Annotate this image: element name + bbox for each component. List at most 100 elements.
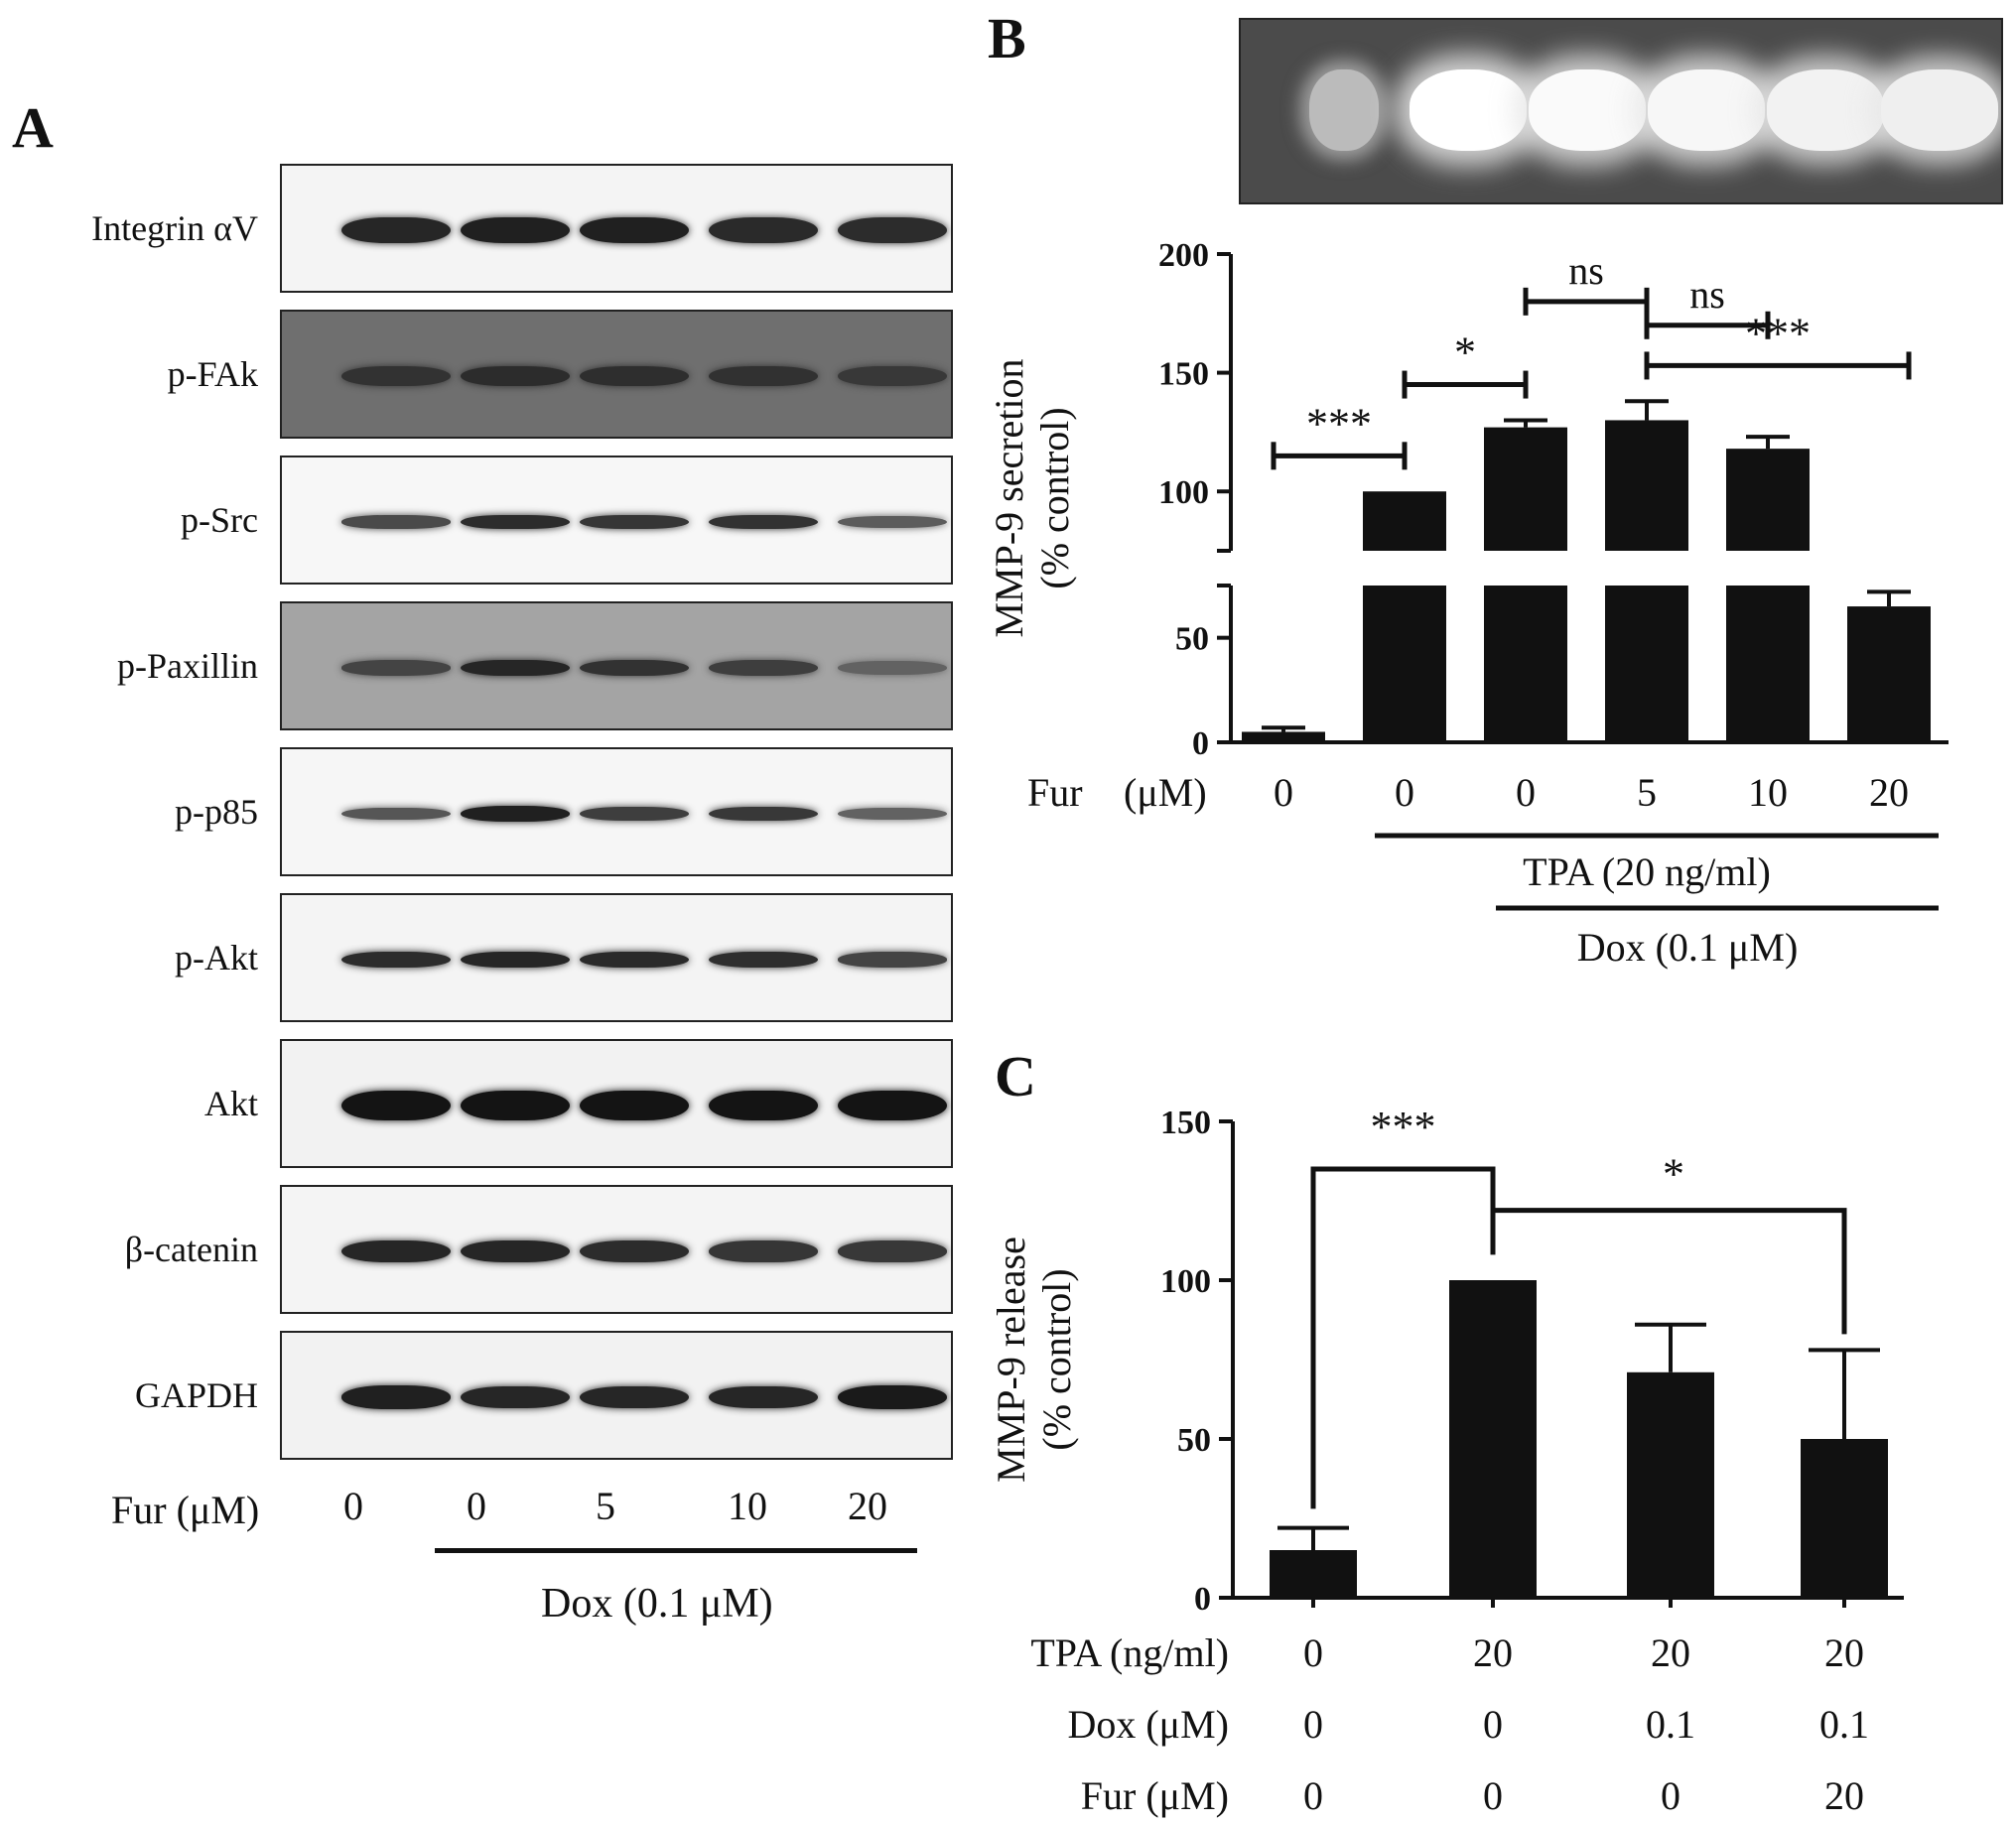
blot-band <box>709 660 818 676</box>
blot-band <box>341 1385 451 1409</box>
y-axis-label-line: (% control) <box>1034 1268 1079 1450</box>
gel-band <box>1309 69 1379 151</box>
panel-a-lane-label: 10 <box>728 1484 767 1528</box>
blot-strip <box>280 601 953 730</box>
y-tick-label: 0 <box>1194 1581 1211 1618</box>
x-tick-label: 5 <box>1637 770 1657 815</box>
blot-band <box>580 1239 689 1263</box>
bar <box>1363 586 1446 742</box>
blot-band <box>838 217 947 243</box>
condition-value: 20 <box>1824 1630 1864 1675</box>
y-axis-label-line: MMP-9 release <box>989 1237 1033 1483</box>
condition-value: 20 <box>1824 1773 1864 1818</box>
blot-label: Akt <box>204 1084 258 1123</box>
blot-band <box>461 1385 570 1409</box>
blot-band <box>838 515 947 529</box>
y-tick-label: 50 <box>1177 1422 1211 1459</box>
blot-strip <box>280 456 953 585</box>
blot-band <box>838 1240 947 1262</box>
blot-band <box>838 808 947 820</box>
bar <box>1363 491 1446 551</box>
bar <box>1627 1371 1714 1598</box>
condition-value: 20 <box>1473 1630 1513 1675</box>
condition-value: 0 <box>1303 1630 1323 1675</box>
panel-a-lane-label: 0 <box>467 1484 486 1528</box>
blot-band <box>709 217 818 243</box>
y-tick-label: 150 <box>1160 1105 1211 1141</box>
blot-band <box>341 216 451 244</box>
blot-band <box>461 806 570 822</box>
blot-band <box>838 661 947 675</box>
blot-band <box>461 1091 570 1120</box>
panel-a-lane-label: 20 <box>848 1484 887 1528</box>
condition-value: 0.1 <box>1819 1702 1869 1747</box>
bar <box>1242 731 1325 742</box>
blot-label: p-Paxillin <box>117 646 258 686</box>
blot-band <box>461 365 570 387</box>
y-axis-label: MMP-9 release(% control) <box>989 1237 1079 1483</box>
blot-band <box>461 216 570 244</box>
condition-row-label: Fur (μM) <box>1080 1773 1229 1818</box>
condition-row-label: TPA (ng/ml) <box>1030 1630 1229 1675</box>
blot-band <box>580 216 689 244</box>
x-tick-label: 10 <box>1748 770 1788 815</box>
bar <box>1605 420 1688 551</box>
condition-value: 0.1 <box>1646 1702 1695 1747</box>
panel-a-fur-label: Fur (μM) <box>111 1488 260 1532</box>
blot-band <box>461 1239 570 1263</box>
y-axis-label-line: (% control) <box>1032 407 1077 588</box>
condition-value: 0 <box>1483 1702 1503 1747</box>
blot-band <box>341 951 451 969</box>
y-tick-label: 150 <box>1158 356 1209 393</box>
blot-band <box>341 660 451 676</box>
blot-label: p-p85 <box>175 792 258 832</box>
bar <box>1449 1280 1537 1598</box>
y-tick-label: 100 <box>1158 474 1209 511</box>
blot-strip <box>280 1185 953 1314</box>
x-tick-label: 0 <box>1274 770 1293 815</box>
y-tick-label: 100 <box>1160 1263 1211 1300</box>
tpa-group-label: TPA (20 ng/ml) <box>1523 849 1771 894</box>
x-tick-label: 20 <box>1869 770 1909 815</box>
significance-label: * <box>1663 1150 1684 1199</box>
bar <box>1726 586 1810 742</box>
significance-label: ns <box>1689 272 1725 317</box>
blot-band <box>341 515 451 529</box>
x-tick-label: 0 <box>1516 770 1536 815</box>
x-prefix-label: Fur <box>1027 770 1083 815</box>
bar <box>1847 606 1931 742</box>
blot-band <box>461 951 570 969</box>
blot-strip <box>280 1039 953 1168</box>
blot-band <box>709 806 818 822</box>
significance-label: *** <box>1306 399 1372 448</box>
blot-label: p-FAk <box>167 354 258 394</box>
y-tick-label: 200 <box>1158 237 1209 274</box>
gel-band <box>1767 69 1884 151</box>
blot-band <box>709 951 818 969</box>
blot-band <box>341 1239 451 1263</box>
blot-band <box>709 1091 818 1120</box>
panel-b-letter: B <box>988 6 1026 70</box>
bar <box>1484 427 1567 551</box>
panel-a-letter: A <box>12 95 54 160</box>
blot-label: p-Src <box>181 500 258 540</box>
bar <box>1726 449 1810 551</box>
bar <box>1605 586 1688 742</box>
blot-band <box>709 366 818 386</box>
blot-band <box>709 1240 818 1262</box>
blot-label: GAPDH <box>134 1375 258 1415</box>
panel-a-dox-label: Dox (0.1 μM) <box>541 1581 773 1627</box>
blot-band <box>580 514 689 530</box>
significance-label: ns <box>1568 248 1604 293</box>
significance-bracket <box>1493 1208 1847 1335</box>
panel-a-lane-label: 0 <box>343 1484 363 1528</box>
panel-a-lane-label: 5 <box>596 1484 615 1528</box>
blot-strip <box>280 1331 953 1460</box>
blot-band <box>580 1091 689 1120</box>
blot-band <box>341 366 451 386</box>
significance-label: *** <box>1745 309 1811 357</box>
blot-strip <box>280 310 953 439</box>
blot-band <box>838 1385 947 1409</box>
blot-label: Integrin αV <box>91 208 258 248</box>
